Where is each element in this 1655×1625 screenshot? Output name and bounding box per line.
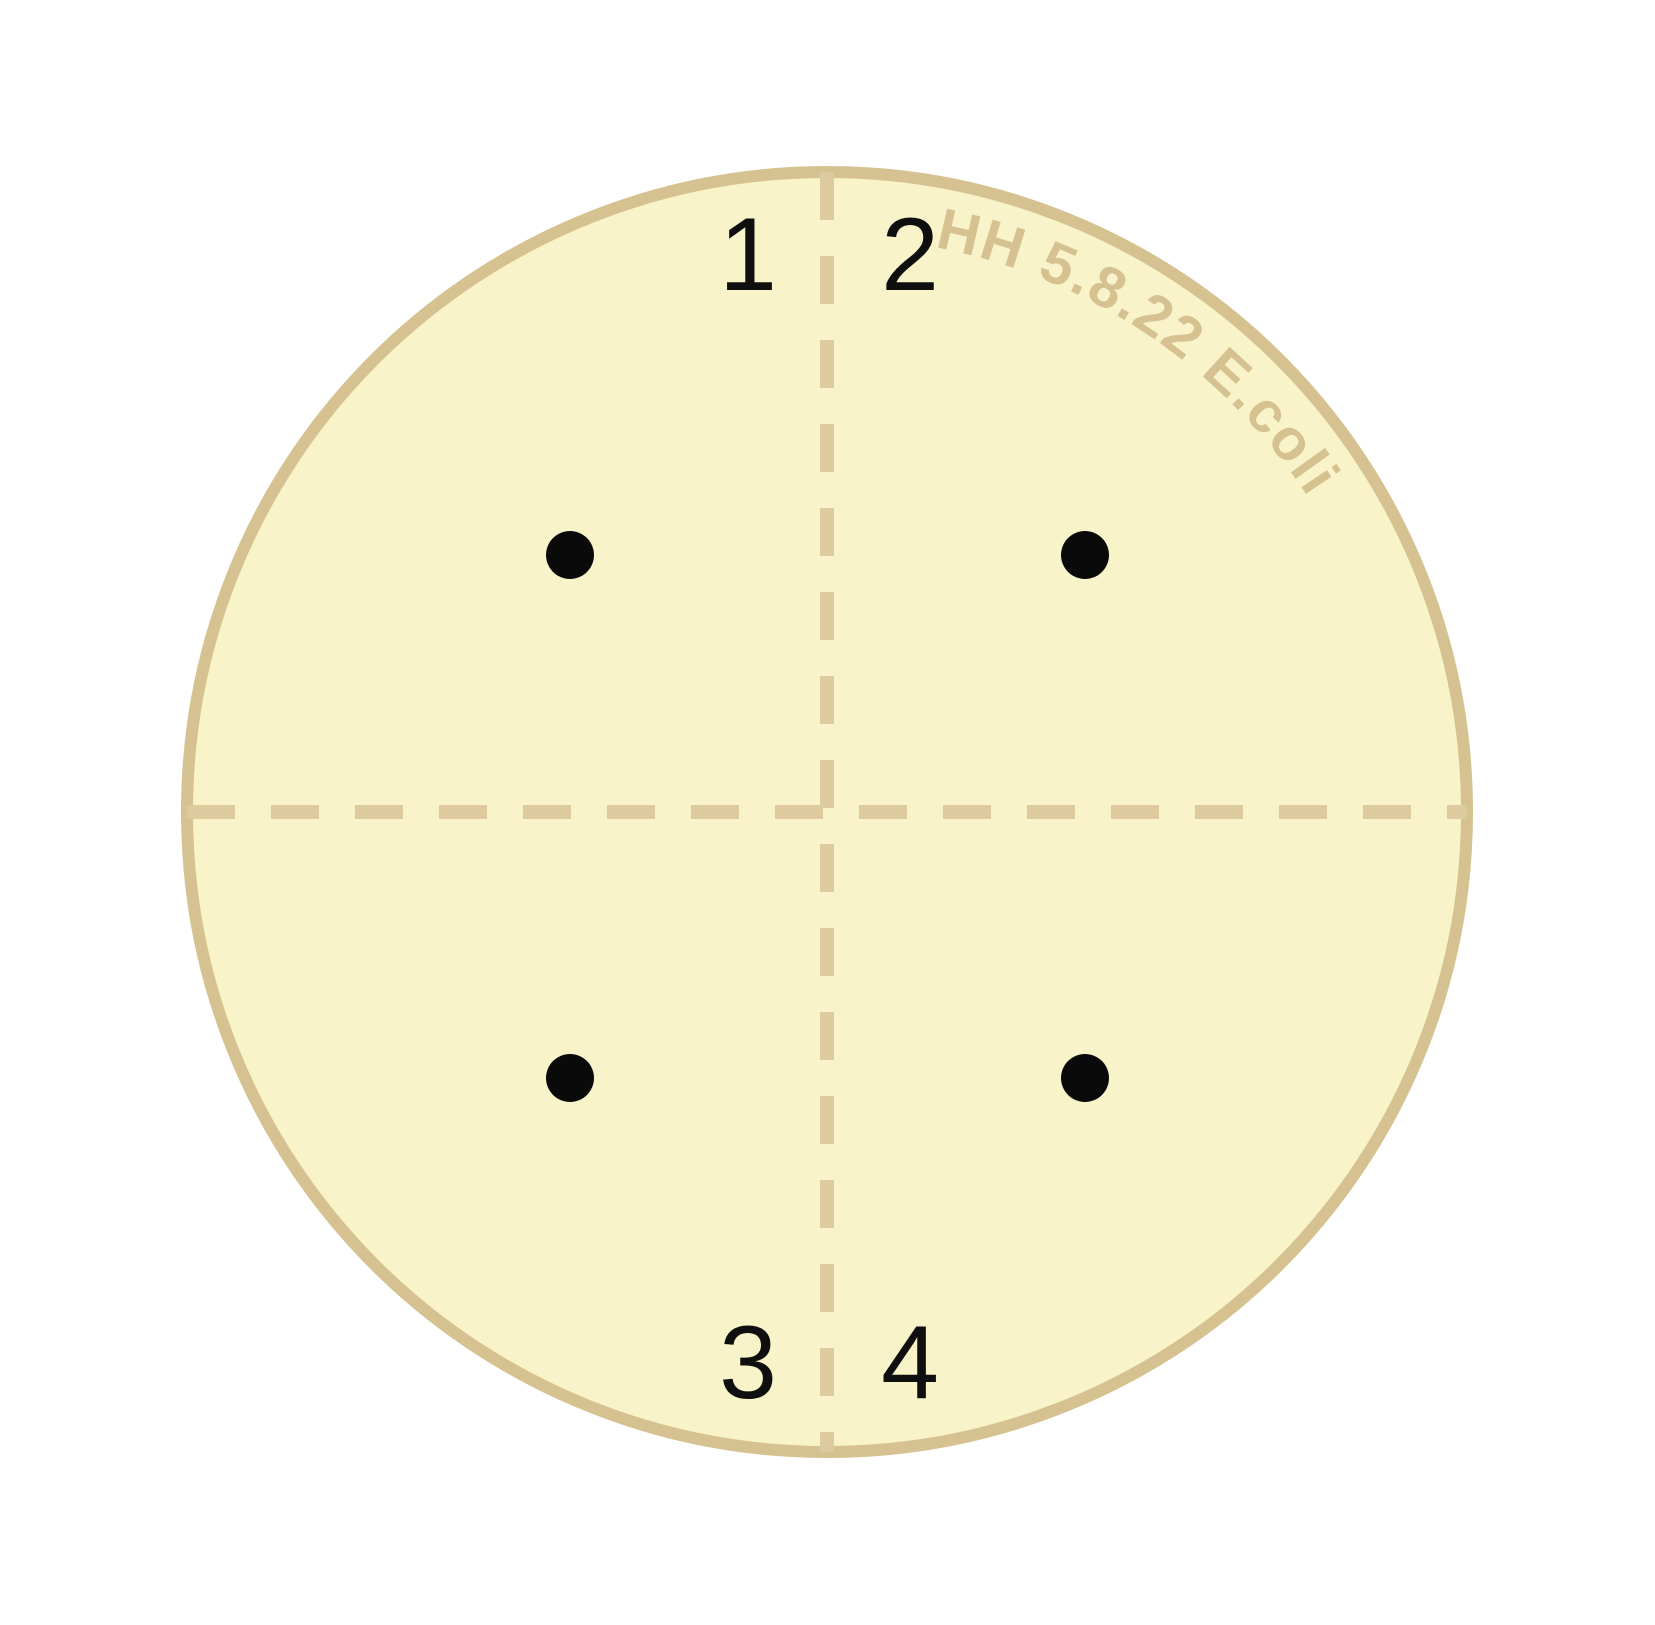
quadrant-label-q1: 1 bbox=[719, 197, 777, 313]
petri-dish-diagram: HH 5.8.22 E.coli1234 bbox=[0, 0, 1655, 1625]
petri-dish-svg: HH 5.8.22 E.coli1234 bbox=[0, 0, 1655, 1625]
dot-q1 bbox=[546, 531, 594, 579]
dot-q2 bbox=[1061, 531, 1109, 579]
dot-q4 bbox=[1061, 1054, 1109, 1102]
quadrant-label-q4: 4 bbox=[881, 1305, 939, 1421]
quadrant-label-q3: 3 bbox=[719, 1305, 777, 1421]
dot-q3 bbox=[546, 1054, 594, 1102]
quadrant-label-q2: 2 bbox=[881, 197, 939, 313]
